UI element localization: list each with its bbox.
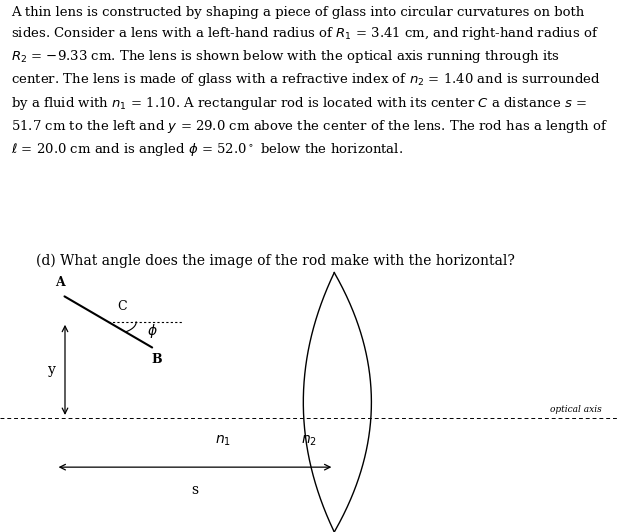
Text: $\phi$: $\phi$	[147, 321, 158, 339]
Text: y: y	[48, 363, 56, 377]
Text: $n_1$: $n_1$	[215, 433, 231, 447]
Text: C: C	[118, 301, 128, 313]
Text: (d) What angle does the image of the rod make with the horizontal?: (d) What angle does the image of the rod…	[36, 253, 515, 268]
Text: s: s	[191, 483, 199, 497]
Text: A thin lens is constructed by shaping a piece of glass into circular curvatures : A thin lens is constructed by shaping a …	[11, 6, 608, 158]
Text: A: A	[54, 276, 64, 289]
Text: optical axis: optical axis	[550, 405, 602, 414]
Text: B: B	[152, 353, 162, 366]
Text: $n_2$: $n_2$	[301, 433, 318, 447]
